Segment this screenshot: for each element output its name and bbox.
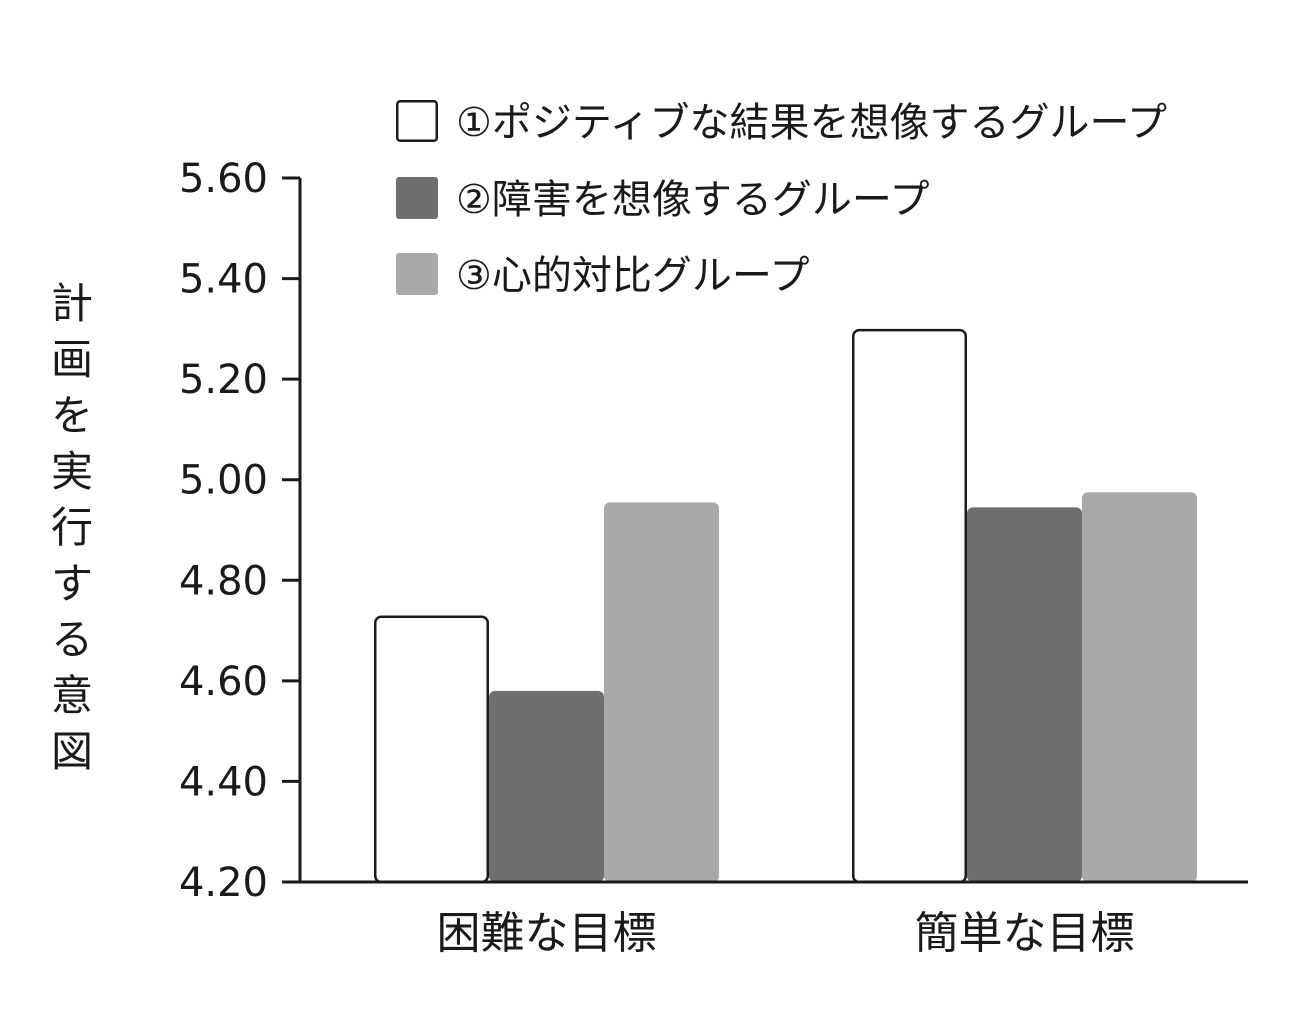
bar-series1-easy xyxy=(852,328,967,884)
bar-series2-hard xyxy=(489,690,604,882)
y-tick-label: 5.20 xyxy=(179,357,268,403)
legend-label: ②障害を想像するグループ xyxy=(456,177,929,223)
x-category-label: 困難な目標 xyxy=(437,908,657,959)
y-tick-label: 5.40 xyxy=(179,257,268,303)
legend-swatch xyxy=(396,177,438,219)
legend-swatch xyxy=(396,253,438,295)
bars xyxy=(374,328,1197,884)
y-tick-label: 5.00 xyxy=(179,458,268,504)
bar-series3-easy xyxy=(1082,492,1197,882)
bar-series3-hard xyxy=(604,502,719,882)
y-axis-title: 計画を実行する意図 xyxy=(51,279,93,776)
y-tick-label: 5.60 xyxy=(179,156,268,202)
bar-series1-hard xyxy=(374,615,489,884)
x-axis-labels: 困難な目標 簡単な目標 xyxy=(437,908,1135,959)
y-axis-ticks: 4.20 4.40 4.60 4.80 5.00 5.20 5.40 5.60 xyxy=(179,156,300,906)
legend-label: ①ポジティブな結果を想像するグループ xyxy=(456,100,1167,146)
legend-label: ③心的対比グループ xyxy=(456,253,809,299)
legend-swatch xyxy=(396,100,438,142)
y-tick-label: 4.20 xyxy=(179,860,268,906)
legend: ①ポジティブな結果を想像するグループ ②障害を想像するグループ ③心的対比グループ xyxy=(396,100,1167,299)
y-tick-label: 4.60 xyxy=(179,659,268,705)
y-tick-label: 4.80 xyxy=(179,558,268,604)
y-tick-label: 4.40 xyxy=(179,759,268,805)
bar-series2-easy xyxy=(967,507,1082,882)
y-axis-label: 計画を実行する意図 xyxy=(51,279,93,776)
x-category-label: 簡単な目標 xyxy=(915,908,1135,959)
